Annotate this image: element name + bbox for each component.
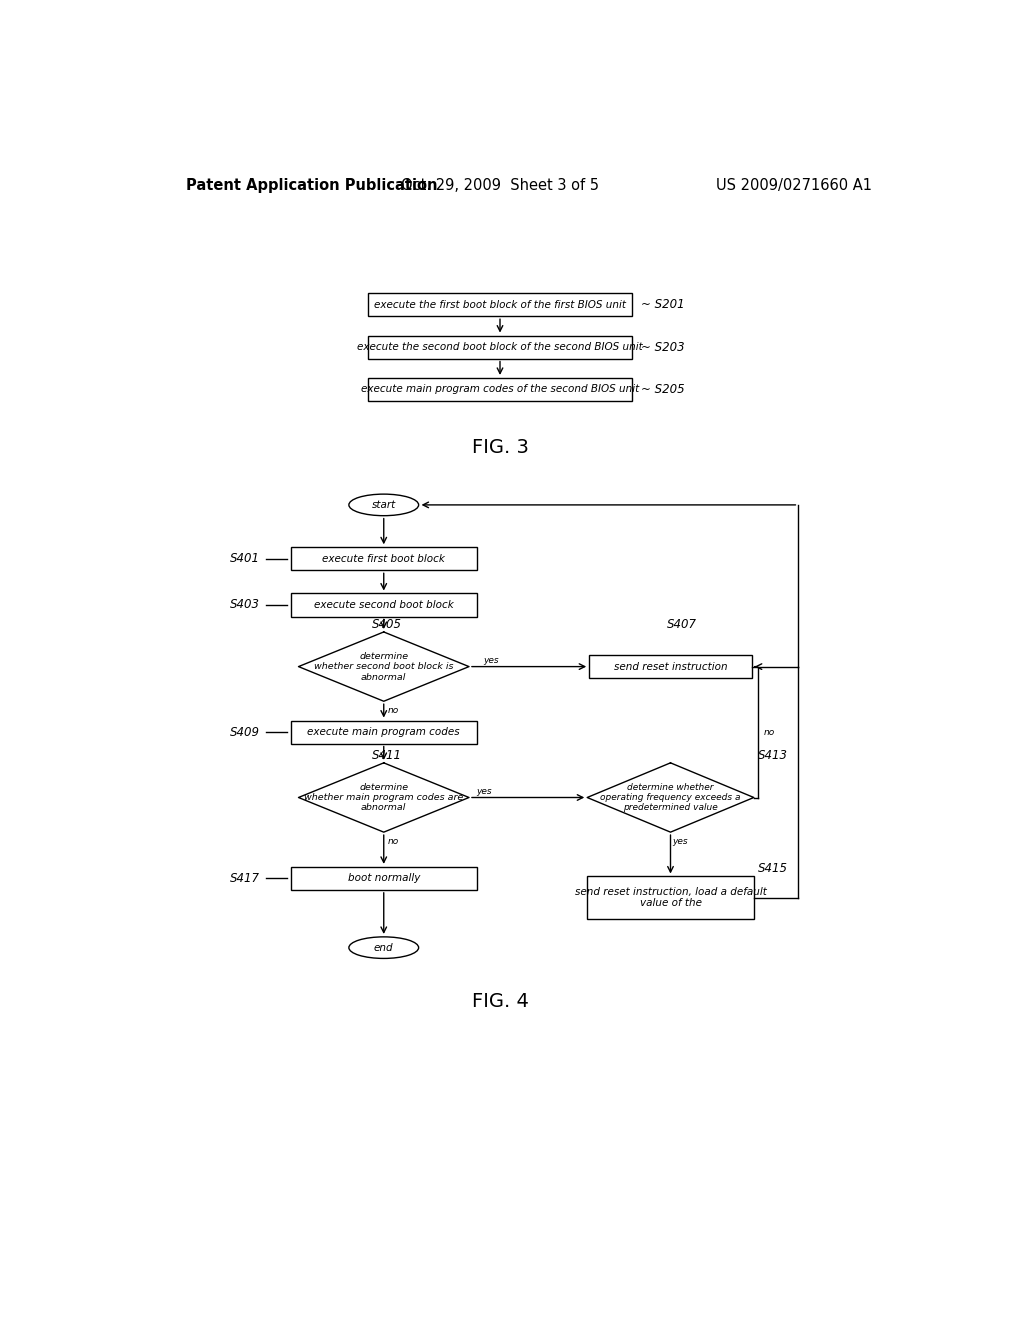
Text: FIG. 3: FIG. 3 xyxy=(472,438,528,457)
Text: ~ S201: ~ S201 xyxy=(641,298,685,312)
Text: send reset instruction: send reset instruction xyxy=(613,661,727,672)
Text: determine
whether second boot block is
abnormal: determine whether second boot block is a… xyxy=(314,652,454,681)
Text: execute second boot block: execute second boot block xyxy=(314,601,454,610)
Bar xyxy=(589,655,752,678)
Text: execute main program codes of the second BIOS unit: execute main program codes of the second… xyxy=(360,384,639,395)
Text: execute main program codes: execute main program codes xyxy=(307,727,460,737)
Bar xyxy=(291,721,477,743)
Text: no: no xyxy=(764,727,775,737)
Text: send reset instruction, load a default
value of the: send reset instruction, load a default v… xyxy=(574,887,766,908)
Text: S413: S413 xyxy=(758,748,787,762)
Bar xyxy=(369,335,632,359)
Bar xyxy=(369,378,632,401)
Ellipse shape xyxy=(349,494,419,516)
Text: S403: S403 xyxy=(229,598,260,611)
Text: Oct. 29, 2009  Sheet 3 of 5: Oct. 29, 2009 Sheet 3 of 5 xyxy=(401,178,599,193)
Text: execute first boot block: execute first boot block xyxy=(323,554,445,564)
Text: execute the second boot block of the second BIOS unit: execute the second boot block of the sec… xyxy=(357,342,643,352)
Text: no: no xyxy=(387,837,398,846)
Text: boot normally: boot normally xyxy=(347,874,420,883)
Text: S411: S411 xyxy=(372,748,402,762)
Text: FIG. 4: FIG. 4 xyxy=(472,993,528,1011)
Text: yes: yes xyxy=(477,787,493,796)
Text: S409: S409 xyxy=(229,726,260,739)
Text: execute the first boot block of the first BIOS unit: execute the first boot block of the firs… xyxy=(374,300,626,310)
Bar xyxy=(291,594,477,616)
Text: US 2009/0271660 A1: US 2009/0271660 A1 xyxy=(716,178,872,193)
Bar xyxy=(291,867,477,890)
Text: Patent Application Publication: Patent Application Publication xyxy=(186,178,437,193)
Text: yes: yes xyxy=(483,656,499,665)
Polygon shape xyxy=(299,763,469,832)
Text: yes: yes xyxy=(672,837,687,846)
Text: start: start xyxy=(372,500,396,510)
Polygon shape xyxy=(299,632,469,701)
Bar xyxy=(587,876,754,919)
Text: ~ S203: ~ S203 xyxy=(641,341,685,354)
Text: ~ S205: ~ S205 xyxy=(641,383,685,396)
Text: S415: S415 xyxy=(758,862,787,875)
Text: end: end xyxy=(374,942,393,953)
Ellipse shape xyxy=(349,937,419,958)
Bar xyxy=(369,293,632,317)
Text: determine whether
operating frequency exceeds a
predetermined value: determine whether operating frequency ex… xyxy=(600,783,740,812)
Text: S401: S401 xyxy=(229,552,260,565)
Text: S407: S407 xyxy=(667,618,696,631)
Text: no: no xyxy=(387,706,398,715)
Bar xyxy=(291,548,477,570)
Polygon shape xyxy=(587,763,754,832)
Text: S405: S405 xyxy=(372,618,402,631)
Text: S417: S417 xyxy=(229,871,260,884)
Text: determine
whether main program codes are
abnormal: determine whether main program codes are… xyxy=(304,783,464,812)
